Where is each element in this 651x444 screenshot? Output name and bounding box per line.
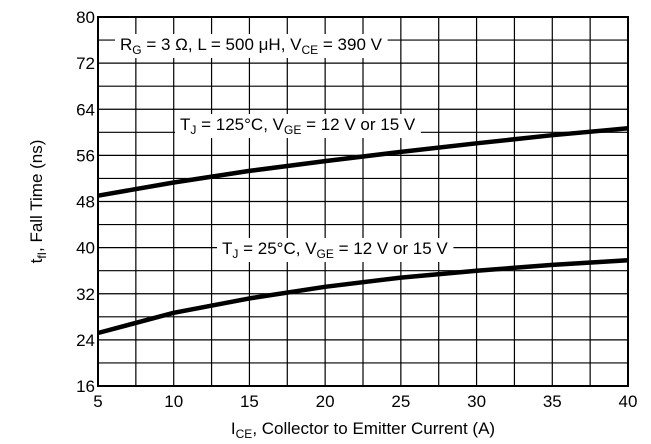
series-label-125c: TJ = 125°C, VGE = 12 V or 15 V xyxy=(175,114,421,138)
series-line-2 xyxy=(97,258,629,336)
label-background xyxy=(115,34,388,58)
conditions-annotation-text: RG = 3 Ω, L = 500 μH, VCE = 390 V xyxy=(120,35,383,57)
y-tick-label: 48 xyxy=(76,193,95,212)
y-axis-label: tfI, Fall Time (ns) xyxy=(27,140,49,264)
series-lines xyxy=(97,126,629,336)
y-tick-label: 80 xyxy=(76,8,95,27)
x-tick-label: 15 xyxy=(240,392,259,411)
plot-frame xyxy=(97,16,629,387)
y-tick-label: 72 xyxy=(76,54,95,73)
y-tick-label: 16 xyxy=(76,377,95,396)
y-tick-label: 32 xyxy=(76,285,95,304)
series-line-1 xyxy=(97,126,629,198)
series-label-25c: TJ = 25°C, VGE = 12 V or 15 V xyxy=(217,238,454,262)
x-axis-label: ICE, Collector to Emitter Current (A) xyxy=(231,419,495,441)
x-tick-label: 35 xyxy=(543,392,562,411)
annotations: RG = 3 Ω, L = 500 μH, VCE = 390 V TJ = 12… xyxy=(115,34,454,262)
label-background xyxy=(217,238,454,262)
x-tick-label: 10 xyxy=(164,392,183,411)
label-background xyxy=(175,114,421,138)
tick-labels: 5 10 15 20 25 30 35 40 16 24 32 40 48 56 64 72 80 xyxy=(76,8,637,411)
x-tick-label: 20 xyxy=(316,392,335,411)
x-tick-label: 25 xyxy=(391,392,410,411)
y-tick-label: 24 xyxy=(76,331,95,350)
grid xyxy=(97,16,629,387)
y-tick-label: 40 xyxy=(76,239,95,258)
x-tick-label: 40 xyxy=(619,392,638,411)
x-tick-label: 5 xyxy=(93,392,102,411)
y-tick-label: 64 xyxy=(76,100,95,119)
series-label-125c-text: TJ = 125°C, VGE = 12 V or 15 V xyxy=(180,115,416,137)
conditions-annotation: RG = 3 Ω, L = 500 μH, VCE = 390 V xyxy=(115,34,388,58)
x-tick-label: 30 xyxy=(467,392,486,411)
y-tick-label: 56 xyxy=(76,146,95,165)
series-label-25c-text: TJ = 25°C, VGE = 12 V or 15 V xyxy=(222,239,448,261)
